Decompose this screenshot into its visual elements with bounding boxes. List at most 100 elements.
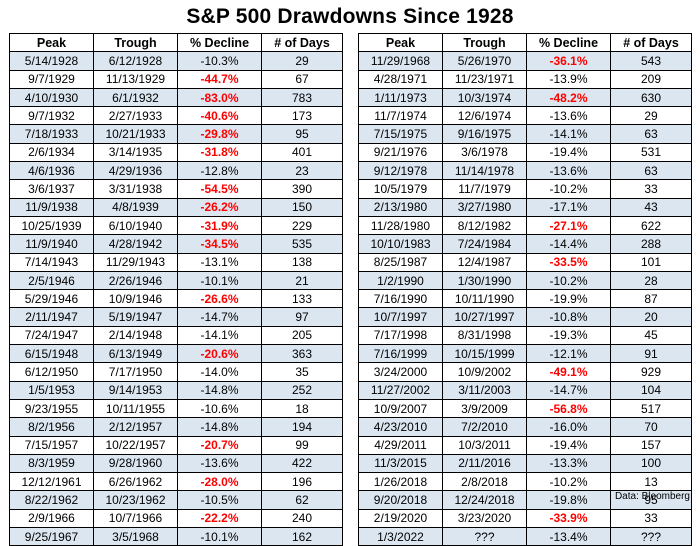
peak-cell: 7/18/1933 (9, 124, 94, 144)
trough-cell: 12/24/2018 (442, 490, 527, 510)
peak-cell: 1/3/2022 (358, 527, 443, 546)
peak-cell: 7/15/1975 (358, 124, 443, 144)
trough-cell: 3/6/1978 (442, 142, 527, 163)
trough-cell: 2/12/1957 (93, 417, 178, 437)
days-cell: 104 (610, 380, 692, 400)
days-cell: 63 (610, 124, 692, 144)
trough-cell: 11/14/1978 (442, 161, 527, 181)
peak-cell: 11/9/1938 (9, 197, 94, 217)
peak-cell: 1/2/1990 (358, 270, 443, 291)
trough-cell: 10/7/1966 (93, 508, 178, 529)
table-row: 1/2/1990 1/30/1990 -10.2% 28 (358, 270, 692, 291)
table-row: 5/14/1928 6/12/1928 -10.3% 29 (9, 51, 343, 71)
days-cell: 13 (610, 472, 692, 492)
header-trough: Trough (93, 32, 178, 53)
page-title: S&P 500 Drawdowns Since 1928 (186, 5, 514, 28)
decline-cell: -83.0% (177, 87, 262, 108)
decline-cell: -14.1% (177, 325, 262, 346)
decline-cell: -49.1% (526, 362, 611, 382)
days-cell: 929 (610, 362, 692, 382)
days-cell: 390 (261, 179, 343, 199)
table-row: 12/12/1961 6/26/1962 -28.0% 196 (9, 472, 343, 492)
table-row: 2/6/1934 3/14/1935 -31.8% 401 (9, 142, 343, 163)
trough-cell: 3/27/1980 (442, 197, 527, 217)
table-row: 6/15/1948 6/13/1949 -20.6% 363 (9, 344, 343, 364)
table-row: 7/16/1999 10/15/1999 -12.1% 91 (358, 344, 692, 364)
table-row: 11/9/1940 4/28/1942 -34.5% 535 (9, 234, 343, 254)
table-header-row: Peak Trough % Decline # of Days (9, 32, 343, 53)
days-cell: 35 (261, 362, 343, 382)
peak-cell: 2/19/2020 (358, 508, 443, 529)
decline-cell: -26.2% (177, 197, 262, 217)
days-cell: 622 (610, 215, 692, 236)
decline-cell: -13.9% (526, 69, 611, 89)
decline-cell: -22.2% (177, 508, 262, 529)
peak-cell: 5/14/1928 (9, 51, 94, 71)
days-cell: 33 (610, 508, 692, 529)
decline-cell: -28.0% (177, 472, 262, 492)
table-row: 1/3/2022??? -13.4%??? (358, 527, 692, 546)
days-cell: 18 (261, 398, 343, 419)
decline-cell: -10.1% (177, 270, 262, 291)
peak-cell: 12/12/1961 (9, 472, 94, 492)
peak-cell: 3/24/2000 (358, 362, 443, 382)
trough-cell: 3/14/1935 (93, 142, 178, 163)
peak-cell: 10/7/1997 (358, 307, 443, 327)
table-row: 7/15/1957 10/22/1957 -20.7% 99 (9, 435, 343, 455)
trough-cell: 10/11/1955 (93, 398, 178, 419)
decline-cell: -13.3% (526, 453, 611, 474)
peak-cell: 8/25/1987 (358, 252, 443, 272)
peak-cell: 11/29/1968 (358, 51, 443, 71)
peak-cell: 4/10/1930 (9, 87, 94, 108)
decline-cell: -13.6% (177, 453, 262, 474)
table-row: 11/27/2002 3/11/2003 -14.7% 104 (358, 380, 692, 400)
trough-cell: 11/7/1979 (442, 179, 527, 199)
trough-cell: 10/9/2002 (442, 362, 527, 382)
days-cell: 209 (610, 69, 692, 89)
table-row: 1/5/1953 9/14/1953 -14.8% 252 (9, 380, 343, 400)
trough-cell: 2/14/1948 (93, 325, 178, 346)
table-row: 8/2/1956 2/12/1957 -14.8% 194 (9, 417, 343, 437)
days-cell: 543 (610, 51, 692, 71)
trough-cell: 6/10/1940 (93, 215, 178, 236)
peak-cell: 8/22/1962 (9, 490, 94, 510)
days-cell: 196 (261, 472, 343, 492)
trough-cell: 3/11/2003 (442, 380, 527, 400)
days-cell: 630 (610, 87, 692, 108)
trough-cell: 10/15/1999 (442, 344, 527, 364)
peak-cell: 9/23/1955 (9, 398, 94, 419)
peak-cell: 11/9/1940 (9, 234, 94, 254)
trough-cell: 10/3/2011 (442, 435, 527, 455)
table-row: 8/22/1962 10/23/1962 -10.5% 62 (9, 490, 343, 510)
decline-cell: -10.6% (177, 398, 262, 419)
decline-cell: -12.1% (526, 344, 611, 364)
decline-cell: -56.8% (526, 398, 611, 419)
decline-cell: -14.8% (177, 417, 262, 437)
trough-cell: 4/8/1939 (93, 197, 178, 217)
trough-cell: 2/11/2016 (442, 453, 527, 474)
peak-cell: 1/26/2018 (358, 472, 443, 492)
header-decline: % Decline (526, 32, 611, 53)
days-cell: 99 (261, 435, 343, 455)
table-row: 2/9/1966 10/7/1966 -22.2% 240 (9, 508, 343, 529)
peak-cell: 10/5/1979 (358, 179, 443, 199)
days-cell: 28 (610, 270, 692, 291)
peak-cell: 7/16/1999 (358, 344, 443, 364)
table-row: 3/6/1937 3/31/1938 -54.5% 390 (9, 179, 343, 199)
header-peak: Peak (9, 32, 94, 53)
trough-cell: 4/29/1936 (93, 161, 178, 181)
decline-cell: -10.1% (177, 527, 262, 546)
peak-cell: 10/9/2007 (358, 398, 443, 419)
peak-cell: 2/11/1947 (9, 307, 94, 327)
peak-cell: 9/21/1976 (358, 142, 443, 163)
peak-cell: 9/25/1967 (9, 527, 94, 546)
decline-cell: -10.2% (526, 179, 611, 199)
days-cell: 783 (261, 87, 343, 108)
table-row: 8/25/1987 12/4/1987 -33.5% 101 (358, 252, 692, 272)
peak-cell: 1/11/1973 (358, 87, 443, 108)
days-cell: 63 (610, 161, 692, 181)
table-row: 3/24/2000 10/9/2002 -49.1% 929 (358, 362, 692, 382)
decline-cell: -10.5% (177, 490, 262, 510)
days-cell: 29 (261, 51, 343, 71)
trough-cell: 6/26/1962 (93, 472, 178, 492)
